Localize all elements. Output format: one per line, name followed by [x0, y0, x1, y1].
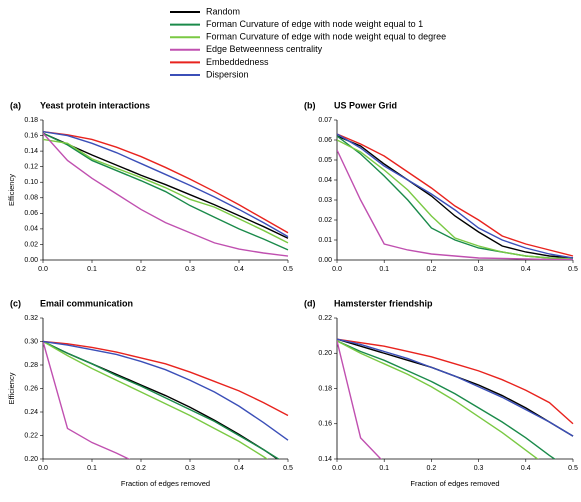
x-tick-label: 0.3: [185, 465, 195, 472]
x-tick-label: 0.5: [568, 266, 578, 273]
y-tick-label: 0.12: [24, 164, 38, 171]
y-tick-label: 0.07: [318, 117, 332, 124]
series-line: [43, 340, 289, 417]
x-tick-label: 0.2: [136, 266, 146, 273]
y-tick-label: 0.03: [318, 197, 332, 204]
series-line: [337, 338, 574, 425]
x-tick-label: 0.0: [332, 465, 342, 472]
plot-area: [337, 133, 574, 260]
y-tick-label: 0.24: [24, 409, 38, 416]
panel-title: Hamsterster friendship: [334, 298, 433, 308]
y-tick-label: 0.30: [24, 338, 38, 345]
plot-area: [43, 340, 289, 459]
plot-area: [43, 130, 289, 257]
legend-label: Dispersion: [206, 69, 249, 79]
y-tick-label: 0.00: [24, 257, 38, 264]
y-tick-label: 0.06: [24, 210, 38, 217]
x-tick-label: 0.1: [379, 465, 389, 472]
plot-area: [337, 338, 574, 459]
x-tick-label: 0.4: [521, 465, 531, 472]
x-tick-label: 0.5: [568, 465, 578, 472]
series-line: [337, 338, 574, 437]
panel-title: Yeast protein interactions: [40, 100, 150, 110]
y-tick-label: 0.10: [24, 179, 38, 186]
legend-label: Embeddedness: [206, 57, 269, 67]
series-line: [43, 132, 289, 251]
x-tick-label: 0.0: [38, 266, 48, 273]
x-axis-label: Fraction of edges removed: [410, 479, 499, 488]
y-tick-label: 0.04: [318, 177, 332, 184]
y-tick-label: 0.08: [24, 195, 38, 202]
x-axis-label: Fraction of edges removed: [121, 479, 210, 488]
y-tick-label: 0.28: [24, 362, 38, 369]
y-tick-label: 0.16: [318, 421, 332, 428]
panel-label: (d): [304, 298, 316, 308]
series-line: [337, 133, 574, 257]
x-tick-label: 0.4: [521, 266, 531, 273]
series-line: [337, 340, 382, 459]
x-tick-label: 0.4: [234, 266, 244, 273]
y-tick-label: 0.02: [24, 241, 38, 248]
series-line: [43, 340, 289, 441]
panel-label: (c): [10, 298, 21, 308]
y-tick-label: 0.05: [318, 157, 332, 164]
legend-label: Edge Betweenness centrality: [206, 44, 323, 54]
y-axis-label: Efficiency: [7, 372, 16, 404]
series-line: [337, 135, 574, 259]
series-line: [337, 338, 574, 437]
series-line: [337, 340, 556, 459]
y-tick-label: 0.32: [24, 315, 38, 322]
series-line: [43, 340, 269, 459]
series-line: [337, 133, 574, 259]
x-tick-label: 0.1: [87, 465, 97, 472]
series-line: [43, 130, 289, 238]
x-tick-label: 0.3: [474, 266, 484, 273]
x-tick-label: 0.3: [474, 465, 484, 472]
y-tick-label: 0.06: [318, 137, 332, 144]
series-line: [337, 149, 574, 260]
panel-label: (a): [10, 100, 21, 110]
panel-title: Email communication: [40, 298, 133, 308]
x-tick-label: 0.2: [427, 465, 437, 472]
y-tick-label: 0.26: [24, 385, 38, 392]
series-line: [43, 132, 289, 239]
y-tick-label: 0.18: [318, 385, 332, 392]
legend-label: Forman Curvature of edge with node weigh…: [206, 19, 423, 29]
y-axis-label: Efficiency: [7, 174, 16, 206]
y-tick-label: 0.20: [318, 350, 332, 357]
series-line: [43, 341, 131, 459]
series-line: [337, 340, 539, 459]
x-tick-label: 0.0: [38, 465, 48, 472]
y-tick-label: 0.14: [24, 148, 38, 155]
y-tick-label: 0.04: [24, 226, 38, 233]
series-line: [43, 340, 280, 459]
y-tick-label: 0.22: [318, 315, 332, 322]
series-line: [337, 139, 574, 260]
y-tick-label: 0.01: [318, 237, 332, 244]
series-line: [43, 130, 289, 234]
legend-label: Forman Curvature of edge with node weigh…: [206, 32, 446, 42]
y-tick-label: 0.16: [24, 132, 38, 139]
panel-label: (b): [304, 100, 316, 110]
legend-label: Random: [206, 6, 240, 16]
panel-title: US Power Grid: [334, 100, 397, 110]
x-tick-label: 0.4: [234, 465, 244, 472]
y-tick-label: 0.22: [24, 432, 38, 439]
x-tick-label: 0.2: [136, 465, 146, 472]
x-tick-label: 0.1: [87, 266, 97, 273]
x-tick-label: 0.0: [332, 266, 342, 273]
y-tick-label: 0.20: [24, 456, 38, 463]
series-line: [43, 138, 289, 244]
x-tick-label: 0.5: [283, 465, 293, 472]
x-tick-label: 0.2: [427, 266, 437, 273]
y-tick-label: 0.14: [318, 456, 332, 463]
x-tick-label: 0.1: [379, 266, 389, 273]
y-tick-label: 0.02: [318, 217, 332, 224]
series-line: [43, 132, 289, 257]
x-tick-label: 0.3: [185, 266, 195, 273]
x-tick-label: 0.5: [283, 266, 293, 273]
y-tick-label: 0.00: [318, 257, 332, 264]
y-tick-label: 0.18: [24, 117, 38, 124]
